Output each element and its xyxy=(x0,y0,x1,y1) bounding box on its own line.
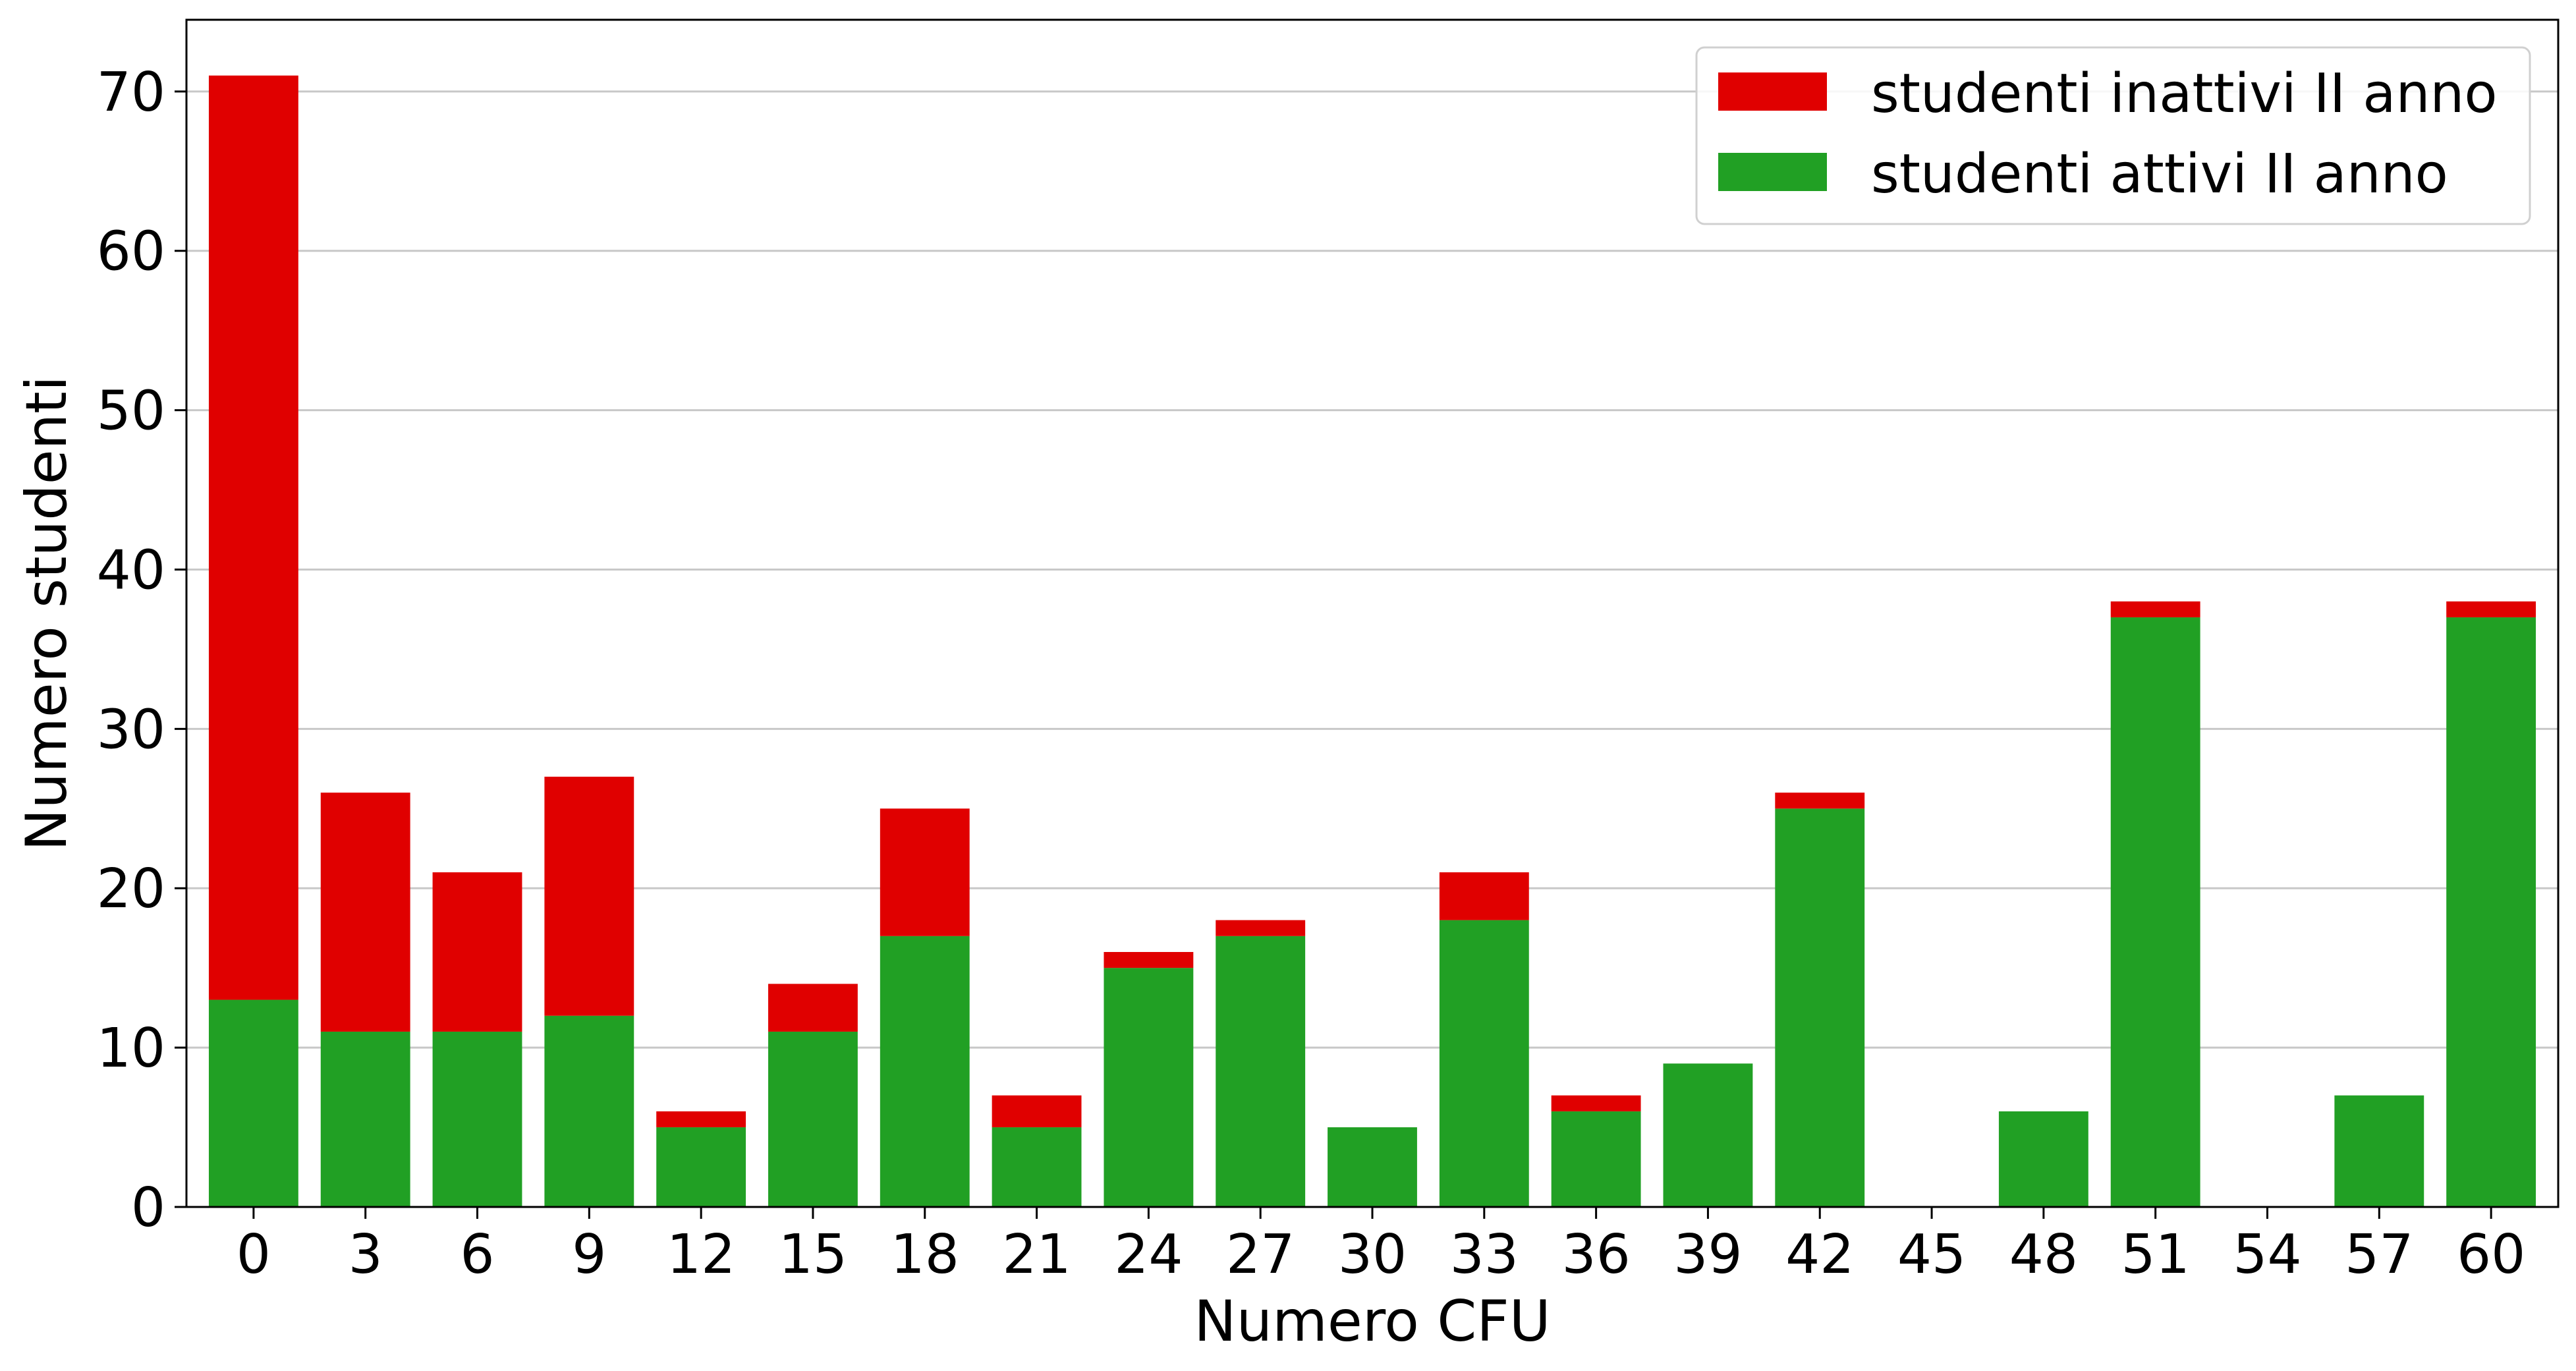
legend-label: studenti attivi II anno xyxy=(1871,143,2448,206)
x-tick-label: 45 xyxy=(1897,1223,1966,1286)
x-tick-label: 9 xyxy=(572,1223,606,1286)
bar-active-30 xyxy=(1328,1127,1417,1207)
x-tick-label: 6 xyxy=(460,1223,494,1286)
y-axis-ticks: 0 10 20 30 40 50 60 70 xyxy=(97,61,186,1239)
x-tick-label: 57 xyxy=(2345,1223,2413,1286)
x-tick-label: 36 xyxy=(1561,1223,1630,1286)
legend-swatch xyxy=(1718,72,1827,111)
bar-inactive-6 xyxy=(432,872,522,1032)
bar-active-36 xyxy=(1551,1111,1641,1207)
x-tick-label: 3 xyxy=(349,1223,383,1286)
y-tick-label: 20 xyxy=(97,858,165,920)
y-tick-label: 50 xyxy=(97,380,165,443)
bar-inactive-24 xyxy=(1104,951,1194,968)
bar-active-21 xyxy=(992,1127,1082,1207)
x-tick-label: 42 xyxy=(1785,1223,1854,1286)
bar-inactive-12 xyxy=(656,1111,746,1128)
bar-inactive-9 xyxy=(544,776,634,1016)
bar-inactive-18 xyxy=(880,808,970,936)
bar-active-42 xyxy=(1775,808,1865,1207)
bar-active-33 xyxy=(1439,920,1529,1207)
y-tick-label: 30 xyxy=(97,698,165,761)
bar-active-12 xyxy=(656,1127,746,1207)
bar-inactive-21 xyxy=(992,1095,1082,1128)
bar-inactive-51 xyxy=(2110,601,2200,618)
bar-active-9 xyxy=(544,1015,634,1207)
y-tick-label: 40 xyxy=(97,539,165,602)
bar-inactive-33 xyxy=(1439,872,1529,920)
bar-inactive-15 xyxy=(768,984,858,1032)
bar-active-18 xyxy=(880,936,970,1207)
x-tick-label: 30 xyxy=(1338,1223,1407,1286)
bars xyxy=(208,75,2536,1207)
x-axis-title: Numero CFU xyxy=(1194,1289,1550,1355)
bar-active-0 xyxy=(208,999,298,1207)
x-tick-label: 51 xyxy=(2121,1223,2190,1286)
x-tick-label: 12 xyxy=(667,1223,735,1286)
bar-inactive-3 xyxy=(320,793,410,1032)
legend-box xyxy=(1695,46,2531,225)
bar-inactive-0 xyxy=(208,75,298,1000)
x-tick-label: 33 xyxy=(1450,1223,1519,1286)
bar-active-15 xyxy=(768,1031,858,1207)
bar-inactive-27 xyxy=(1216,920,1306,936)
y-tick-label: 0 xyxy=(131,1177,165,1239)
x-tick-label: 27 xyxy=(1226,1223,1295,1286)
bar-inactive-42 xyxy=(1775,793,1865,809)
x-tick-label: 18 xyxy=(891,1223,959,1286)
bar-active-3 xyxy=(320,1031,410,1207)
bar-inactive-36 xyxy=(1551,1095,1641,1111)
bar-inactive-60 xyxy=(2446,601,2536,618)
bar-active-6 xyxy=(432,1031,522,1207)
x-axis-ticks: 0 3 6 9 12 15 18 21 24 27 30 33 36 39 42 45 48 51 54 57 60 xyxy=(237,1207,2525,1286)
x-tick-label: 48 xyxy=(2009,1223,2078,1286)
bar-active-39 xyxy=(1663,1063,1753,1207)
x-tick-label: 60 xyxy=(2457,1223,2525,1286)
legend-label: studenti inattivi II anno xyxy=(1871,63,2498,125)
x-tick-label: 15 xyxy=(779,1223,847,1286)
legend: studenti inattivi II anno studenti attivi… xyxy=(1695,46,2531,225)
bar-active-48 xyxy=(1998,1111,2088,1207)
x-tick-label: 0 xyxy=(237,1223,271,1286)
bar-active-51 xyxy=(2110,617,2200,1207)
x-tick-label: 39 xyxy=(1673,1223,1742,1286)
y-axis-title: Numero studenti xyxy=(14,376,80,851)
bar-active-24 xyxy=(1104,968,1194,1207)
y-tick-label: 70 xyxy=(97,61,165,124)
bar-active-27 xyxy=(1216,936,1306,1207)
x-tick-label: 24 xyxy=(1114,1223,1183,1286)
x-tick-label: 21 xyxy=(1002,1223,1071,1286)
x-tick-label: 54 xyxy=(2233,1223,2301,1286)
y-tick-label: 10 xyxy=(97,1017,165,1080)
bar-active-57 xyxy=(2334,1095,2424,1207)
bar-active-60 xyxy=(2446,617,2536,1207)
y-tick-label: 60 xyxy=(97,221,165,283)
legend-swatch xyxy=(1718,153,1827,191)
